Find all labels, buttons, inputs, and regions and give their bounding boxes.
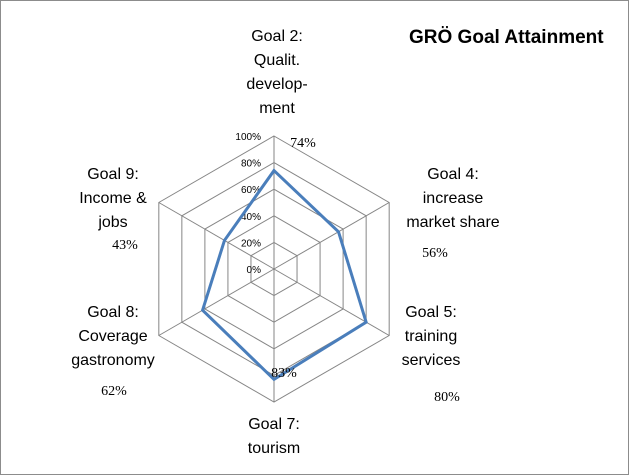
category-label: Goal 5: training services	[402, 304, 461, 369]
grid-spoke	[273, 268, 390, 336]
axis-tick-label: 20%	[241, 238, 261, 249]
category-label: Goal 9: Income & jobs	[79, 166, 147, 231]
chart-title: GRÖ Goal Attainment	[409, 27, 604, 48]
data-label: 80%	[434, 390, 460, 405]
category-label: Goal 4: increase market share	[406, 166, 499, 231]
category-label: Goal 7: tourism	[248, 416, 300, 457]
data-label: 43%	[112, 238, 138, 253]
axis-tick-label: 60%	[241, 185, 261, 196]
data-label: 83%	[271, 366, 297, 381]
grid-spoke	[273, 202, 390, 270]
grid-spoke	[158, 202, 275, 270]
data-label: 62%	[101, 384, 127, 399]
axis-tick-label: 40%	[241, 212, 261, 223]
series-line	[200, 168, 368, 382]
category-label: Goal 2: Qualit. develop-ment	[246, 28, 307, 117]
axis-tick-label: 80%	[241, 159, 261, 170]
data-label: 74%	[290, 136, 316, 151]
axis-tick-label: 100%	[235, 132, 261, 143]
category-label: Goal 8: Coverage gastronomy	[71, 304, 155, 369]
axis-tick-label: 0%	[247, 265, 262, 276]
grid-spoke	[158, 268, 275, 336]
data-label: 56%	[422, 246, 448, 261]
